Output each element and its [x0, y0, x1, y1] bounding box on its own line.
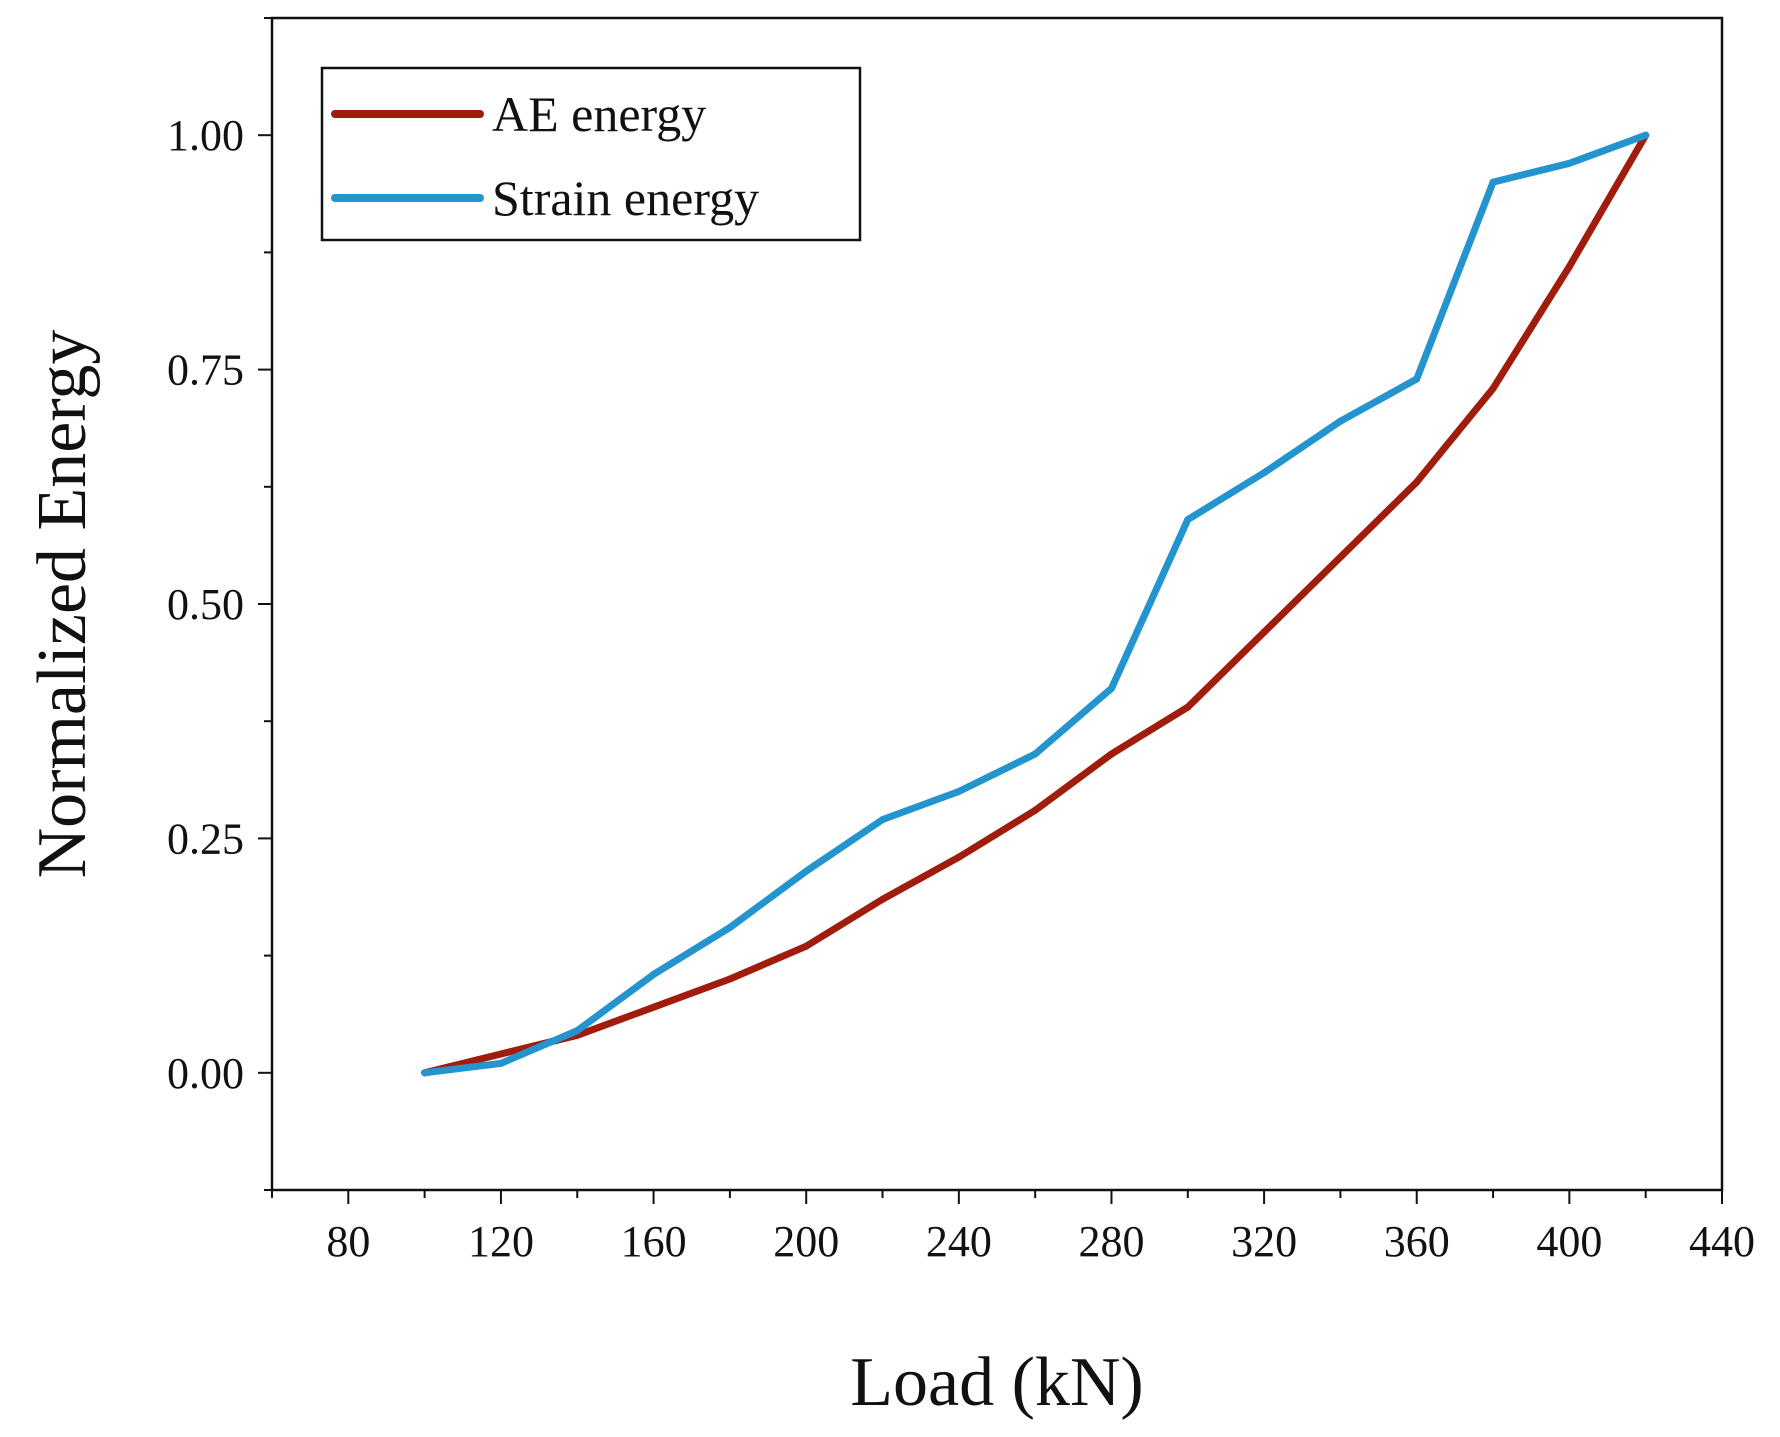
data-point-strain-energy — [726, 923, 734, 931]
data-point-strain-energy — [1184, 516, 1192, 524]
data-point-ae-energy — [1565, 262, 1573, 270]
x-tick-label: 360 — [1384, 1217, 1450, 1266]
data-point-ae-energy — [879, 895, 887, 903]
series-line-ae-energy — [421, 131, 1650, 1077]
x-axis-ticks: 80 120 160 200 240 280 320 360 400 440 — [271, 1190, 1755, 1266]
data-point-ae-energy — [955, 853, 963, 861]
data-point-strain-energy — [421, 1069, 429, 1077]
x-tick-label: 280 — [1078, 1217, 1144, 1266]
data-point-ae-energy — [1184, 703, 1192, 711]
legend: AE energy Strain energy — [320, 66, 862, 242]
legend-label: Strain energy — [492, 170, 759, 226]
data-point-strain-energy — [1642, 131, 1650, 139]
x-tick-label: 160 — [621, 1217, 687, 1266]
x-tick-label: 120 — [468, 1217, 534, 1266]
data-point-ae-energy — [1107, 750, 1115, 758]
data-point-strain-energy — [1031, 750, 1039, 758]
data-point-strain-energy — [955, 788, 963, 796]
data-point-strain-energy — [497, 1059, 505, 1067]
data-point-strain-energy — [573, 1027, 581, 1035]
data-point-ae-energy — [497, 1050, 505, 1058]
legend-box — [320, 66, 862, 242]
data-point-strain-energy — [802, 867, 810, 875]
x-tick-label: 320 — [1231, 1217, 1297, 1266]
data-point-ae-energy — [726, 975, 734, 983]
y-tick-label: 1.00 — [167, 111, 244, 160]
data-point-strain-energy — [1565, 159, 1573, 167]
y-tick-label: 0.25 — [167, 814, 244, 863]
y-tick-label: 0.00 — [167, 1049, 244, 1098]
data-point-strain-energy — [1107, 684, 1115, 692]
data-point-ae-energy — [1031, 806, 1039, 814]
y-tick-label: 0.75 — [167, 346, 244, 395]
x-tick-label: 400 — [1536, 1217, 1602, 1266]
data-point-strain-energy — [1489, 178, 1497, 186]
data-point-ae-energy — [650, 1003, 658, 1011]
x-tick-label: 200 — [773, 1217, 839, 1266]
x-axis-title: Load (kN) — [850, 1344, 1144, 1421]
x-tick-label: 240 — [926, 1217, 992, 1266]
data-point-ae-energy — [1489, 384, 1497, 392]
y-tick-label: 0.50 — [167, 580, 244, 629]
data-point-ae-energy — [1336, 553, 1344, 561]
data-point-strain-energy — [650, 970, 658, 978]
y-axis-ticks: 0.00 0.25 0.50 0.75 1.00 — [167, 17, 272, 1191]
data-point-strain-energy — [879, 816, 887, 824]
data-point-strain-energy — [1260, 469, 1268, 477]
series-lines — [421, 131, 1650, 1077]
data-point-ae-energy — [802, 942, 810, 950]
data-point-ae-energy — [1260, 628, 1268, 636]
data-point-strain-energy — [1336, 417, 1344, 425]
series-line-strain-energy — [421, 131, 1650, 1077]
x-tick-label: 440 — [1689, 1217, 1755, 1266]
data-point-strain-energy — [1413, 375, 1421, 383]
y-axis-title: Normalized Energy — [24, 330, 101, 879]
legend-label: AE energy — [492, 86, 706, 142]
x-tick-label: 80 — [326, 1217, 370, 1266]
data-point-ae-energy — [1413, 478, 1421, 486]
